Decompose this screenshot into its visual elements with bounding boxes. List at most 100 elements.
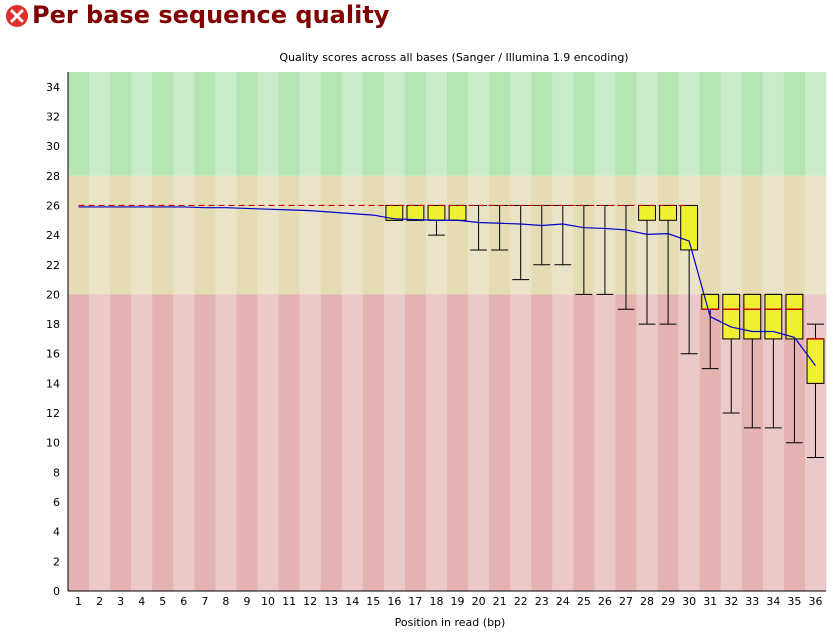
boxplots (78, 204, 825, 459)
band-reasonable-stripe (699, 175, 722, 295)
iqr-box (659, 204, 678, 221)
band-good-stripe (152, 72, 174, 176)
band-poor-stripe (299, 294, 321, 591)
band-poor-stripe (404, 294, 427, 591)
band-poor-stripe (89, 294, 111, 591)
band-reasonable-stripe (362, 175, 385, 295)
x-tick-label: 5 (159, 595, 166, 608)
band-reasonable-stripe (89, 175, 111, 295)
x-tick-label: 32 (724, 595, 738, 608)
band-good-stripe (110, 72, 132, 176)
band-reasonable-stripe (720, 175, 743, 295)
y-tick-label: 2 (53, 555, 60, 568)
band-good-stripe (615, 72, 637, 176)
x-tick-label: 20 (472, 595, 486, 608)
y-tick-label: 20 (46, 288, 60, 301)
band-poor-stripe (720, 294, 743, 591)
band-reasonable-stripe (68, 175, 90, 295)
band-good-stripe (236, 72, 258, 176)
band-reasonable-stripe (762, 175, 785, 295)
boxplot-position-33 (743, 293, 762, 429)
band-poor-stripe (615, 294, 637, 591)
band-poor-stripe (194, 294, 216, 591)
band-reasonable-stripe (404, 175, 427, 295)
band-good-stripe (678, 72, 700, 176)
band-good-stripe (173, 72, 195, 176)
boxplot-position-19 (448, 204, 467, 221)
boxplot-position-17 (406, 204, 425, 221)
x-tick-label: 36 (808, 595, 822, 608)
band-good-stripe (89, 72, 111, 176)
band-poor-stripe (68, 294, 90, 591)
x-tick-label: 24 (556, 595, 570, 608)
band-good-stripe (762, 72, 785, 176)
boxplot-position-36 (806, 323, 825, 459)
y-tick-label: 16 (46, 348, 60, 361)
band-poor-stripe (257, 294, 279, 591)
boxplot-position-28 (638, 204, 656, 325)
boxplot-position-34 (764, 293, 783, 429)
iqr-box (406, 204, 425, 221)
chart-title: Quality scores across all bases (Sanger … (279, 51, 628, 64)
x-tick-label: 21 (493, 595, 507, 608)
x-tick-label: 8 (222, 595, 229, 608)
x-tick-label: 29 (661, 595, 675, 608)
x-axis-label: Position in read (bp) (395, 616, 506, 629)
y-tick-label: 10 (46, 437, 60, 450)
y-tick-label: 30 (46, 140, 60, 153)
band-poor-stripe (131, 294, 153, 591)
x-tick-label: 19 (451, 595, 465, 608)
band-good-stripe (404, 72, 427, 176)
band-good-stripe (383, 72, 406, 176)
x-tick-label: 6 (180, 595, 187, 608)
y-tick-label: 4 (53, 526, 60, 539)
band-poor-stripe (636, 294, 658, 591)
band-good-stripe (573, 72, 595, 176)
band-good-stripe (362, 72, 385, 176)
band-poor-stripe (320, 294, 343, 591)
band-poor-stripe (425, 294, 448, 591)
band-poor-stripe (383, 294, 406, 591)
boxplot-position-31 (701, 293, 720, 370)
band-poor-stripe (215, 294, 237, 591)
y-tick-label: 18 (46, 318, 60, 331)
band-good-stripe (783, 72, 806, 176)
band-good-stripe (594, 72, 616, 176)
x-tick-label: 2 (96, 595, 103, 608)
band-good-stripe (741, 72, 764, 176)
band-good-stripe (636, 72, 658, 176)
y-tick-label: 22 (46, 259, 60, 272)
band-good-stripe (257, 72, 279, 176)
mean-series (78, 206, 816, 366)
y-tick-label: 12 (46, 407, 60, 420)
x-tick-label: 12 (303, 595, 317, 608)
module-header: Per base sequence quality (0, 0, 839, 38)
band-good-stripe (425, 72, 448, 176)
band-poor-stripe (510, 294, 532, 591)
x-tick-label: 1 (75, 595, 82, 608)
band-good-stripe (510, 72, 532, 176)
band-good-stripe (804, 72, 827, 176)
band-poor-stripe (678, 294, 700, 591)
x-tick-label: 26 (598, 595, 612, 608)
x-tick-label: 25 (577, 595, 591, 608)
y-tick-label: 6 (53, 496, 60, 509)
x-tick-label: 15 (366, 595, 380, 608)
y-tick-label: 28 (46, 170, 60, 183)
band-good-stripe (194, 72, 216, 176)
x-tick-label: 11 (282, 595, 296, 608)
band-reasonable-stripe (173, 175, 195, 295)
band-good-stripe (531, 72, 553, 176)
x-tick-label: 3 (117, 595, 124, 608)
band-poor-stripe (531, 294, 553, 591)
band-good-stripe (699, 72, 722, 176)
x-tick-label: 35 (787, 595, 801, 608)
band-good-stripe (278, 72, 300, 176)
x-tick-label: 28 (640, 595, 654, 608)
x-tick-label: 7 (201, 595, 208, 608)
band-poor-stripe (552, 294, 574, 591)
band-reasonable-stripe (257, 175, 279, 295)
x-tick-label: 4 (138, 595, 145, 608)
iqr-box (785, 293, 804, 340)
